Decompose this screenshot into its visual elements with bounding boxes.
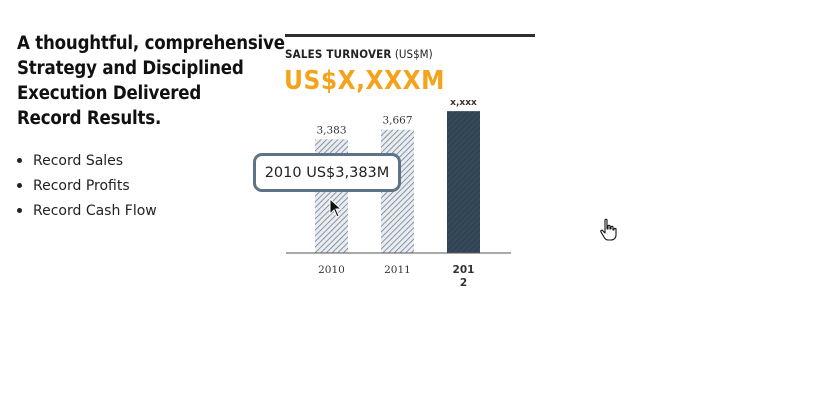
headline-line: Execution Delivered xyxy=(17,83,202,104)
x-tick-label-2011: 2011 xyxy=(384,264,411,276)
headline-value: US$X,XXXM xyxy=(284,66,445,96)
list-item-label: Record Profits xyxy=(33,177,130,194)
headline-line: A thoughtful, comprehensive xyxy=(17,33,285,54)
arrow-cursor-icon xyxy=(329,198,343,218)
bar-2012[interactable] xyxy=(447,111,480,253)
bullet-icon xyxy=(17,208,22,213)
chart-title-text: SALES TURNOVER xyxy=(285,47,392,61)
bar-tooltip: 2010 US$3,383M xyxy=(253,153,401,192)
list-item: Record Profits xyxy=(17,173,157,198)
data-label-2010: 3,383 xyxy=(316,124,346,136)
bullet-icon xyxy=(17,183,22,188)
x-tick-label-2012: 201 xyxy=(453,264,475,276)
headline-line: Strategy and Disciplined xyxy=(17,58,244,79)
headline: A thoughtful, comprehensive Strategy and… xyxy=(17,31,285,131)
x-tick-label-2012: 2 xyxy=(460,277,467,289)
list-item: Record Cash Flow xyxy=(17,198,157,223)
divider xyxy=(285,34,535,37)
chart-title: SALES TURNOVER (US$M) xyxy=(285,47,433,61)
tooltip-text: 2010 US$3,383M xyxy=(264,164,390,181)
chart-unit: (US$M) xyxy=(394,47,433,61)
list-item: Record Sales xyxy=(17,148,157,173)
list-item-label: Record Cash Flow xyxy=(33,202,157,219)
results-list: Record Sales Record Profits Record Cash … xyxy=(17,148,157,223)
bullet-icon xyxy=(17,158,22,163)
list-item-label: Record Sales xyxy=(33,152,124,169)
hand-cursor-icon xyxy=(600,218,617,241)
data-label-2012: x,xxx xyxy=(450,98,477,108)
data-label-2011: 3,667 xyxy=(382,115,412,127)
headline-line: Record Results. xyxy=(17,108,162,129)
x-tick-label-2010: 2010 xyxy=(318,264,345,276)
